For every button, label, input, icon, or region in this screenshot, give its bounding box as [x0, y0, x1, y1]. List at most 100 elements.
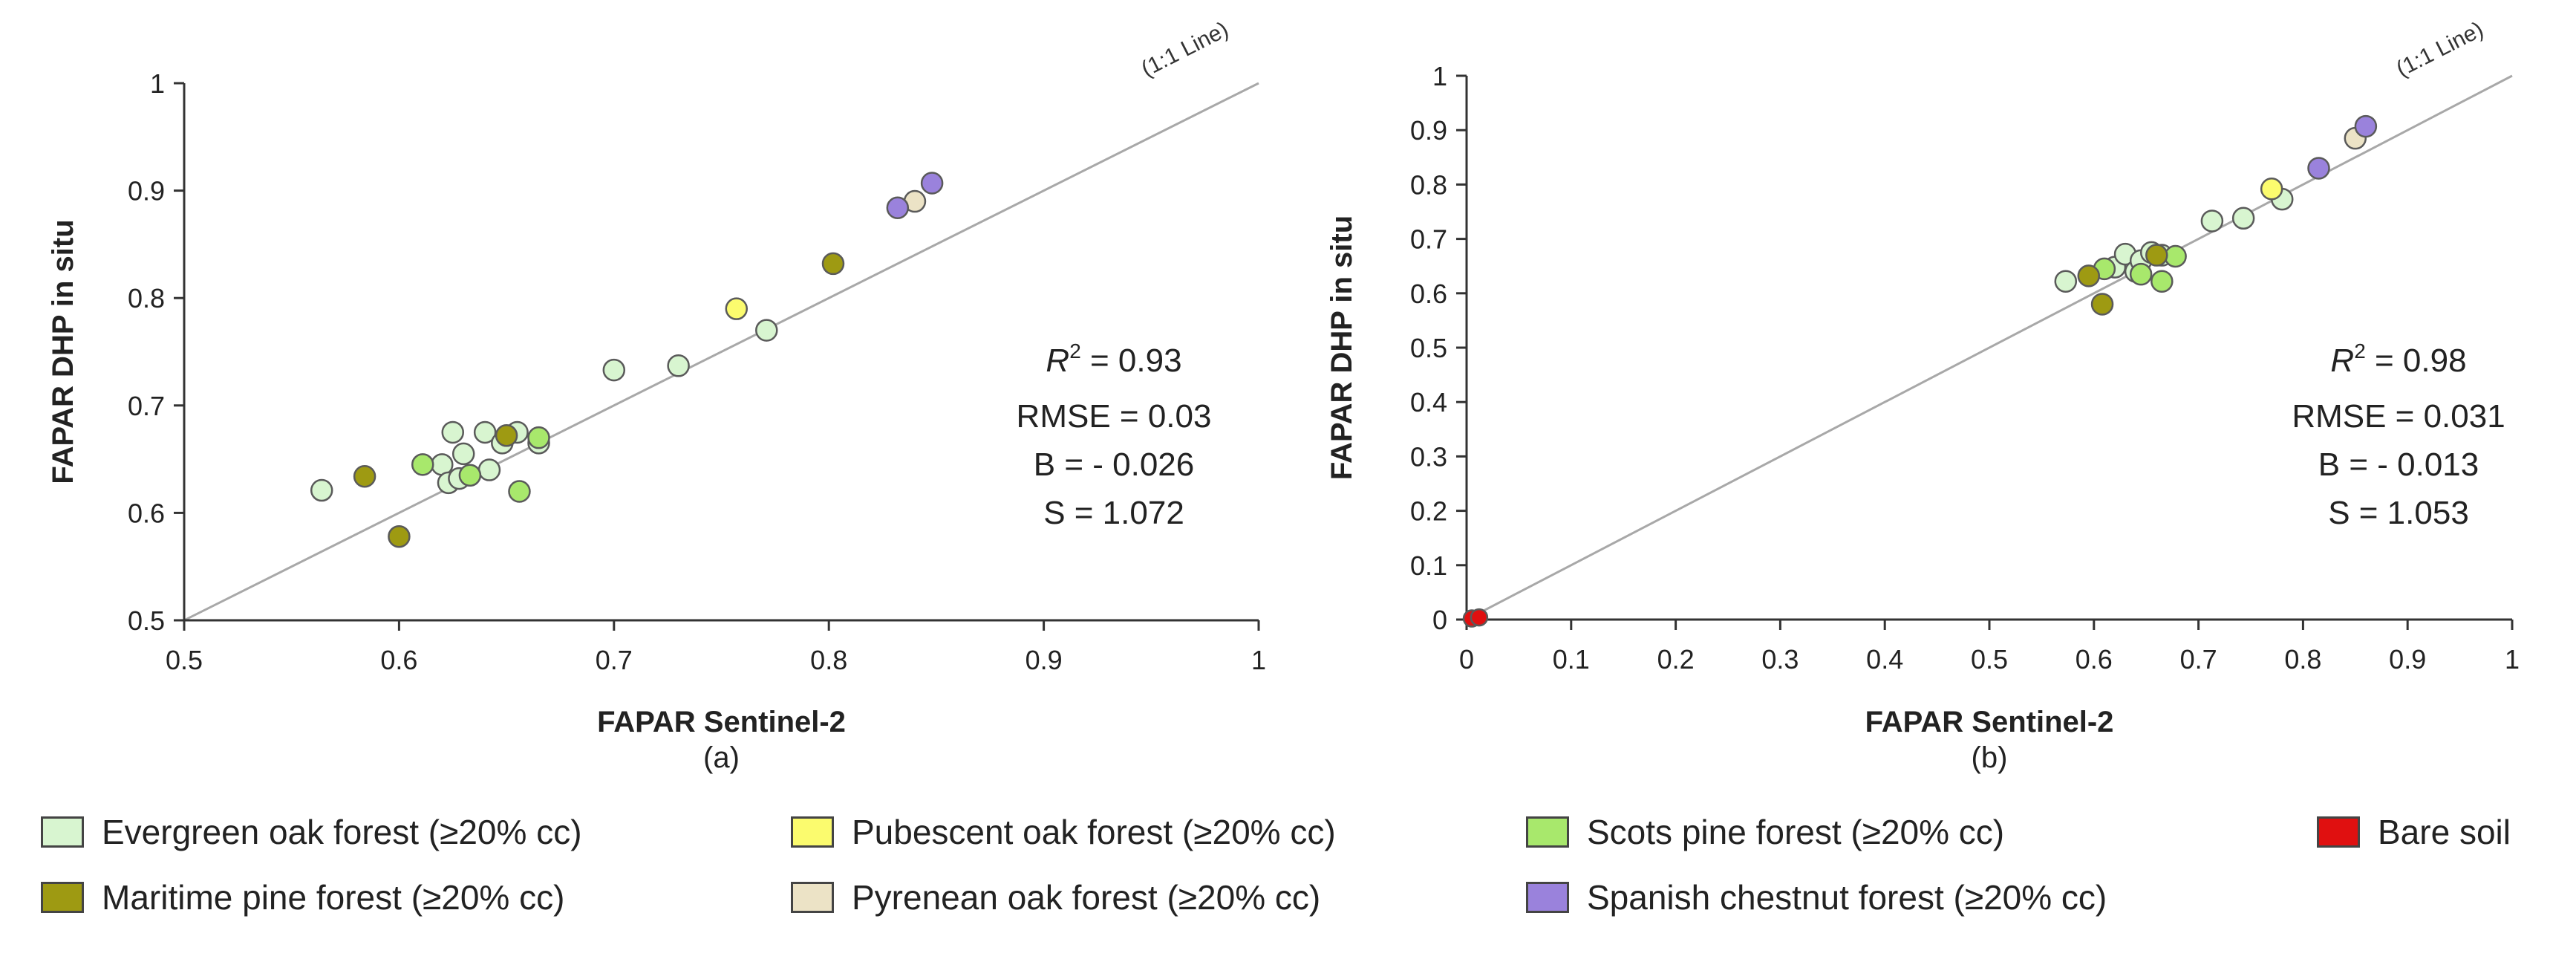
- point-chestnut: [2307, 157, 2330, 180]
- stat-slope: S = 1.053: [2328, 495, 2469, 531]
- legend-label-maritime: Maritime pine forest (≥20% cc): [102, 878, 565, 917]
- point-evergreen: [2200, 209, 2224, 233]
- y-tick-label: 0.5: [1410, 333, 1447, 363]
- y-tick-label: 0.8: [128, 283, 165, 313]
- x-tick-label: 0.8: [810, 645, 847, 675]
- point-scots: [508, 480, 531, 503]
- reference-line-1to1: [1466, 74, 2513, 621]
- point-maritime: [2090, 293, 2114, 316]
- point-evergreen: [473, 420, 497, 444]
- y-tick-label: 0.7: [128, 391, 165, 421]
- reference-line-label: (1:1 Line): [2393, 17, 2488, 82]
- reference-line-1to1: [183, 82, 1259, 622]
- legend-item-maritime: Maritime pine forest (≥20% cc): [41, 875, 564, 920]
- y-tick-label: 0: [1432, 605, 1447, 635]
- point-maritime: [388, 524, 411, 548]
- legend-swatch-maritime: [41, 882, 84, 913]
- x-tick-label: 0.7: [2180, 644, 2217, 675]
- y-tick-label: 1: [1432, 61, 1447, 91]
- point-evergreen: [2054, 270, 2078, 293]
- y-tick-label: 0.9: [1410, 115, 1447, 146]
- legend-swatch-pubescent: [791, 816, 834, 848]
- legend-item-scots: Scots pine forest (≥20% cc): [1526, 810, 2004, 854]
- legend-item-evergreen: Evergreen oak forest (≥20% cc): [41, 810, 582, 854]
- x-tick-label: 0.6: [380, 645, 417, 675]
- y-tick-label: 0.1: [1410, 550, 1447, 581]
- y-tick-label: 0.7: [1410, 224, 1447, 255]
- point-maritime: [2077, 264, 2101, 287]
- x-tick-label: 1: [2505, 644, 2520, 675]
- legend-item-chestnut: Spanish chestnut forest (≥20% cc): [1526, 875, 2107, 920]
- legend-item-bare: Bare soil: [2317, 810, 2511, 854]
- stat-rmse: RMSE = 0.031: [2292, 398, 2505, 435]
- stat-bias: B = - 0.013: [2318, 446, 2479, 483]
- x-tick-label: 0.3: [1761, 644, 1799, 675]
- x-tick-label: 0.9: [2389, 644, 2426, 675]
- legend-label-chestnut: Spanish chestnut forest (≥20% cc): [1587, 878, 2107, 917]
- point-evergreen: [451, 442, 475, 466]
- y-tick-label: 0.6: [128, 498, 165, 528]
- point-chestnut: [2354, 114, 2378, 138]
- legend-swatch-pyrenean: [791, 882, 834, 913]
- y-tick-label: 0.2: [1410, 496, 1447, 527]
- point-maritime: [821, 252, 845, 276]
- stat-bias: B = - 0.026: [1034, 446, 1194, 483]
- x-tick-label: 0.5: [1971, 644, 2008, 675]
- stat-r2: R2 = 0.98: [2330, 339, 2466, 379]
- x-tick-label: 0: [1459, 644, 1474, 675]
- legend-swatch-bare: [2317, 816, 2360, 848]
- y-tick-label: 0.8: [1410, 169, 1447, 200]
- x-tick-label: 0.9: [1025, 645, 1063, 675]
- x-tick-label: 0.1: [1553, 644, 1590, 675]
- y-tick-label: 0.6: [1410, 279, 1447, 309]
- stat-rmse: RMSE = 0.03: [1017, 398, 1212, 435]
- point-evergreen: [477, 458, 501, 481]
- panel-sublabel: (b): [1972, 741, 2008, 774]
- point-maritime: [353, 464, 376, 488]
- point-evergreen: [310, 478, 333, 502]
- x-axis-title: FAPAR Sentinel-2: [1865, 706, 2114, 738]
- legend-label-bare: Bare soil: [2378, 813, 2511, 851]
- point-chestnut: [920, 172, 944, 195]
- chart-panel-b: (1:1 Line) 0 0.1 0.2 0.3 0.4 0.5 0.6 0.7 0.8 0.9 1 0…: [1326, 17, 2520, 774]
- figure-canvas: (1:1 Line) 0.5 0.6 0.7 0.8 0.9 1 0.5 0.6 0.7 0.8 0.…: [47, 17, 2520, 774]
- x-tick-label: 0.7: [596, 645, 633, 675]
- x-axis-title: FAPAR Sentinel-2: [597, 706, 846, 738]
- y-axis-title: FAPAR DHP in situ: [1326, 215, 1358, 480]
- point-scots: [2129, 262, 2153, 286]
- x-tick-label: 0.4: [1866, 644, 1903, 675]
- y-tick-label: 0.9: [128, 176, 165, 207]
- y-axis-title: FAPAR DHP in situ: [47, 219, 79, 484]
- x-tick-label: 0.8: [2284, 644, 2321, 675]
- point-scots: [2164, 244, 2187, 268]
- point-evergreen: [602, 358, 626, 382]
- legend-item-pubescent: Pubescent oak forest (≥20% cc): [791, 810, 1336, 854]
- point-chestnut: [886, 196, 910, 219]
- legend-label-pyrenean: Pyrenean oak forest (≥20% cc): [852, 878, 1321, 917]
- point-evergreen: [2231, 207, 2255, 230]
- point-scots: [458, 464, 482, 487]
- stat-r2: R2 = 0.93: [1046, 339, 1181, 379]
- x-tick-label: 0.6: [2076, 644, 2113, 675]
- legend: Evergreen oak forest (≥20% cc) Pubescent…: [41, 810, 2566, 951]
- point-bare: [1470, 608, 1489, 627]
- point-scots: [527, 426, 550, 449]
- y-tick-label: 0.4: [1410, 387, 1447, 417]
- point-maritime: [2145, 244, 2168, 267]
- legend-label-evergreen: Evergreen oak forest (≥20% cc): [102, 813, 582, 851]
- legend-swatch-scots: [1526, 816, 1569, 848]
- point-evergreen: [667, 354, 690, 377]
- point-maritime: [495, 424, 518, 447]
- legend-label-scots: Scots pine forest (≥20% cc): [1587, 813, 2005, 851]
- legend-swatch-evergreen: [41, 816, 84, 848]
- point-evergreen: [755, 319, 778, 342]
- y-tick-label: 0.5: [128, 605, 165, 636]
- y-tick-label: 1: [150, 68, 165, 99]
- legend-swatch-chestnut: [1526, 882, 1569, 913]
- y-tick-label: 0.3: [1410, 441, 1447, 472]
- panel-sublabel: (a): [703, 741, 740, 774]
- x-tick-label: 1: [1251, 645, 1266, 675]
- legend-item-pyrenean: Pyrenean oak forest (≥20% cc): [791, 875, 1320, 920]
- point-pubescent: [725, 297, 749, 320]
- x-tick-label: 0.5: [166, 645, 203, 675]
